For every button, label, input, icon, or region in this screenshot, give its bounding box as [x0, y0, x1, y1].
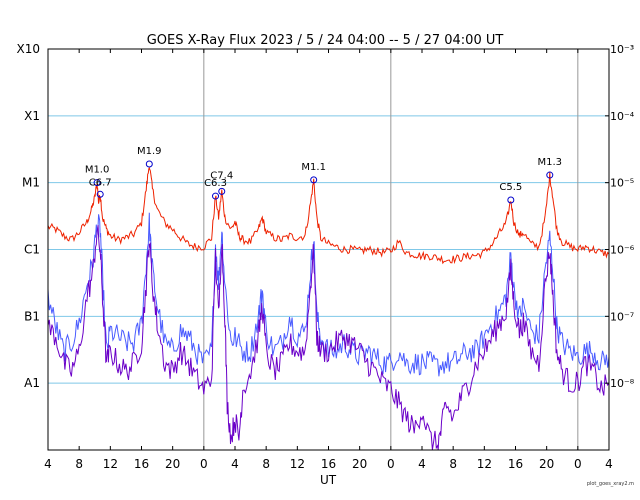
x-tick-label: 0 — [200, 457, 208, 471]
flare-marker — [212, 192, 220, 200]
left-tick-label: X1 — [24, 109, 40, 123]
x-axis-label: UT — [320, 473, 337, 487]
flux-series — [47, 166, 610, 451]
series-line — [47, 212, 610, 377]
x-tick-label: 20 — [165, 457, 180, 471]
flare-marker — [93, 179, 101, 187]
flare-label: M1.1 — [301, 162, 326, 173]
x-tick-label: 12 — [103, 457, 118, 471]
flare-marker — [96, 190, 104, 198]
credit-text: plot_goes_xray2.m — [587, 481, 634, 487]
x-tick-label: 8 — [262, 457, 270, 471]
flare-marker — [145, 160, 153, 168]
x-tick-label: 12 — [290, 457, 305, 471]
flare-marker — [546, 171, 554, 179]
right-axis: 10⁻⁸ 10⁻⁷ 10⁻⁶ 10⁻⁵ 10⁻⁴ 10⁻³ — [605, 43, 635, 390]
left-tick-label: M1 — [22, 176, 40, 190]
x-tick-label: 4 — [605, 457, 613, 471]
flare-label: C5.5 — [499, 182, 522, 193]
right-tick-label: 10⁻⁸ — [610, 377, 635, 390]
series-line — [47, 166, 610, 265]
flare-label: M1.3 — [538, 157, 563, 168]
x-tick-label: 8 — [75, 457, 83, 471]
x-tick-label: 4 — [44, 457, 52, 471]
x-tick-label: 20 — [352, 457, 367, 471]
chart-title: GOES X-Ray Flux 2023 / 5 / 24 04:00 -- 5… — [147, 33, 504, 48]
flare-label: C6.7 — [89, 177, 112, 188]
x-tick-label: 0 — [387, 457, 395, 471]
series-line — [47, 224, 610, 451]
x-tick-label: 0 — [574, 457, 582, 471]
flare-label: M1.9 — [137, 146, 162, 157]
x-tick-label: 4 — [231, 457, 239, 471]
x-tick-label: 16 — [508, 457, 523, 471]
flare-label: C7.4 — [210, 170, 233, 181]
x-tick-label: 20 — [539, 457, 554, 471]
left-tick-label: X10 — [17, 42, 41, 56]
x-tick-label: 16 — [321, 457, 336, 471]
right-tick-label: 10⁻⁴ — [610, 110, 635, 123]
flare-label: C6.3 — [204, 178, 227, 189]
left-tick-label: B1 — [24, 309, 40, 323]
right-tick-label: 10⁻⁶ — [610, 244, 635, 257]
grid-lines — [48, 49, 609, 450]
left-axis: A1 B1 C1 M1 X1 X10 — [17, 42, 41, 390]
left-tick-label: C1 — [24, 243, 40, 257]
right-tick-label: 10⁻⁵ — [610, 177, 634, 190]
x-tick-label: 4 — [418, 457, 426, 471]
flare-marker — [218, 187, 226, 195]
x-axis: 4 8 12 16 20 0 4 8 12 16 20 0 4 8 12 16 20 0 4 — [44, 49, 613, 471]
flare-marker — [507, 196, 515, 204]
x-tick-label: 8 — [449, 457, 457, 471]
flare-label: M1.0 — [85, 165, 110, 176]
right-tick-label: 10⁻⁷ — [610, 310, 634, 323]
left-tick-label: A1 — [24, 376, 40, 390]
x-tick-label: 12 — [477, 457, 492, 471]
x-tick-label: 16 — [134, 457, 149, 471]
flare-marker — [310, 176, 318, 184]
flare-markers: M1.0C6.7 M1.9 C6.3C7.4 M1.1 C5.5 M1.3 — [85, 146, 563, 204]
right-tick-label: 10⁻³ — [610, 43, 634, 56]
